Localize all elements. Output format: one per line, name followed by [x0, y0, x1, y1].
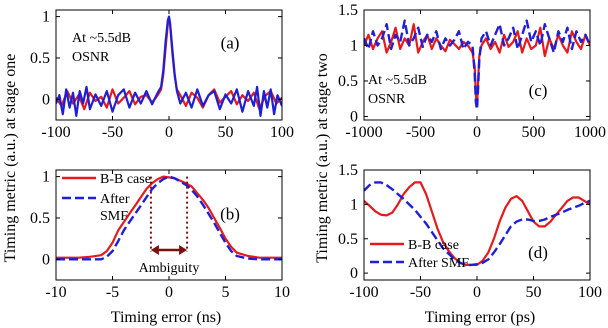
x-tick-label: 50	[526, 284, 542, 301]
x-tick-label: -10	[45, 284, 66, 301]
panel-b: -10 -5 0 5 10 0 0.5 1 (b) B-B case After SMF Ambigui…	[30, 169, 290, 301]
series-line-b-red	[56, 175, 282, 259]
x-tick-label: -50	[102, 124, 123, 141]
legend-label-smf-2: SMF	[100, 209, 128, 224]
ambiguity-arrowhead-right	[179, 245, 188, 255]
y-tick-label: 0	[42, 91, 50, 108]
series-line-c-blue	[364, 19, 590, 111]
x-tick-label: -50	[410, 284, 431, 301]
x-tick-label: -100	[349, 284, 378, 301]
y-axis-label-right: Timing metric (a.u.) at stage two	[314, 53, 331, 263]
y-tick-label: 0.5	[338, 231, 358, 248]
annotation-osnr: OSNR	[368, 92, 406, 107]
y-tick-label: 0	[42, 251, 50, 268]
x-tick-label: 0	[473, 124, 481, 141]
y-tick-label: 1	[42, 9, 50, 26]
y-tick-label: 1.5	[338, 2, 358, 19]
panel-c: -1000 -500 0 500 1000 0 0.5 1 1.5 (c) At ~5.5dB OSN…	[338, 2, 606, 141]
legend-label-bb: B-B case	[408, 238, 459, 253]
panel-label-d: (d)	[528, 243, 548, 262]
x-tick-label: 10	[274, 284, 290, 301]
legend-label-smf: After SMF	[408, 256, 469, 271]
x-tick-label: 100	[270, 124, 294, 141]
panel-label-c: (c)	[529, 81, 548, 100]
series-line-b-blue	[56, 175, 282, 261]
series-line-a-blue	[56, 15, 282, 117]
y-tick-label: 1	[350, 196, 358, 213]
x-tick-label: 1000	[574, 124, 606, 141]
panel-label-a: (a)	[221, 34, 240, 53]
y-tick-label: 0.5	[30, 50, 50, 67]
x-axis-label-left: Timing error (ns)	[111, 309, 222, 326]
x-axis-label-right: Timing error (ps)	[425, 309, 536, 326]
x-tick-label: -100	[41, 124, 70, 141]
ambiguity-arrowhead-left	[150, 245, 159, 255]
panel-d: -100 -50 0 50 100 0 0.5 1 1.5 (d) B-B case After SM…	[338, 162, 602, 301]
annotation-osnr: OSNR	[72, 50, 110, 65]
x-tick-label: -1000	[345, 124, 382, 141]
panel-a: -100 -50 0 50 100 0 0.5 1 (a) At ~5.5dB OSNR	[30, 9, 294, 141]
y-tick-label: 0	[350, 265, 358, 282]
x-tick-label: 500	[522, 124, 546, 141]
x-tick-label: 0	[165, 284, 173, 301]
x-tick-label: 5	[222, 284, 230, 301]
y-tick-label: 0.5	[30, 210, 50, 227]
ambiguity-label: Ambiguity	[139, 261, 200, 276]
panel-label-b: (b)	[220, 205, 240, 224]
x-tick-label: 0	[165, 124, 173, 141]
x-tick-label: 0	[473, 284, 481, 301]
series-line-d-blue	[364, 181, 590, 267]
y-axis-label-left: Timing metric (a.u.) at stage one	[2, 54, 19, 263]
legend-label-bb: B-B case	[100, 172, 151, 187]
legend-label-smf: After	[100, 192, 130, 207]
x-tick-label: 100	[578, 284, 602, 301]
y-tick-label: 1.5	[338, 162, 358, 179]
annotation-osnr: At ~5.5dB	[368, 73, 427, 88]
x-tick-label: 50	[218, 124, 234, 141]
y-tick-label: 0	[350, 108, 358, 125]
y-tick-label: 1	[42, 169, 50, 186]
x-tick-label: -5	[106, 284, 119, 301]
y-tick-label: 1	[350, 37, 358, 54]
annotation-osnr: At ~5.5dB	[72, 31, 131, 46]
y-tick-label: 0.5	[338, 73, 358, 90]
x-tick-label: -500	[406, 124, 435, 141]
